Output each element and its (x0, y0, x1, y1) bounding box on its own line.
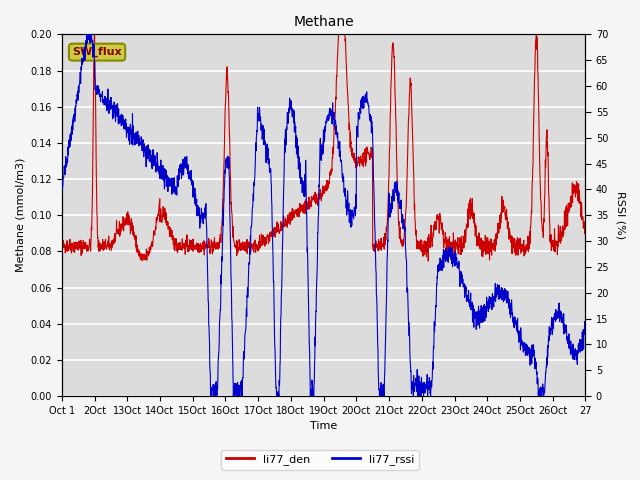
Y-axis label: Methane (mmol/m3): Methane (mmol/m3) (15, 158, 25, 273)
Title: Methane: Methane (293, 15, 354, 29)
Legend: li77_den, li77_rssi: li77_den, li77_rssi (221, 450, 419, 469)
X-axis label: Time: Time (310, 421, 337, 432)
Text: SW_flux: SW_flux (72, 47, 122, 57)
Y-axis label: RSSI (%): RSSI (%) (615, 191, 625, 240)
